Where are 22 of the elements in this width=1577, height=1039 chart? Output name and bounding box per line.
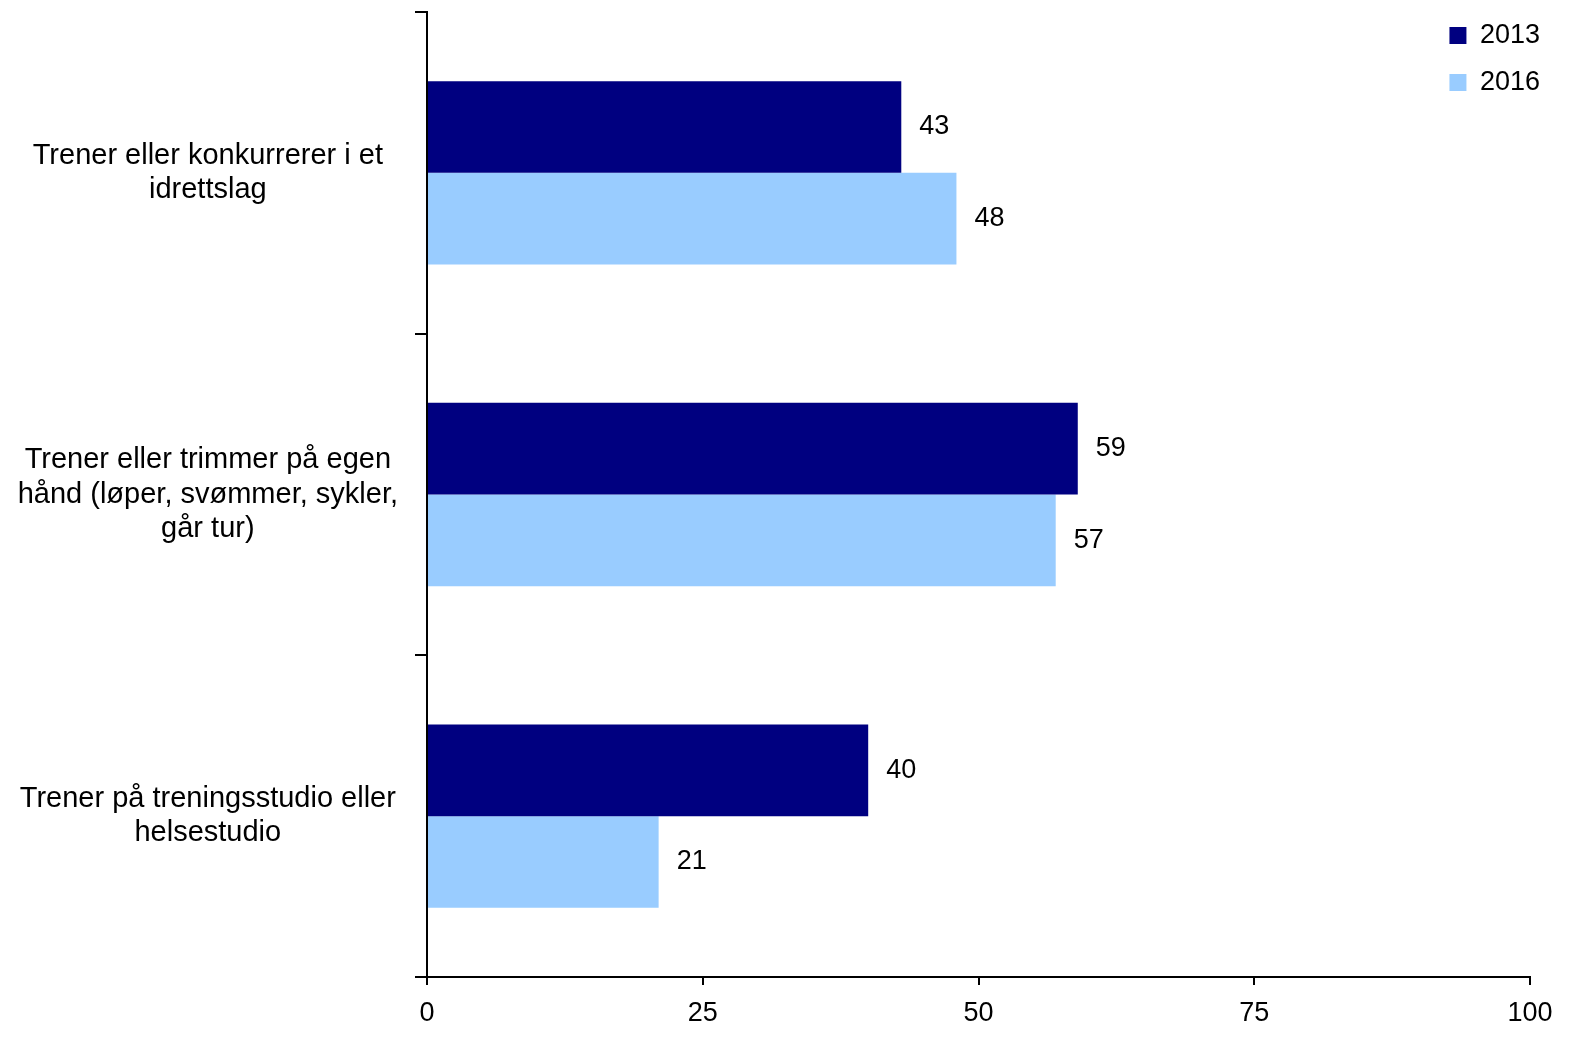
x-tick-label: 50 <box>963 996 994 1027</box>
legend-label: 2013 <box>1479 18 1541 49</box>
x-tick-label: 25 <box>687 996 718 1027</box>
data-label: 48 <box>974 202 1005 233</box>
bar <box>428 494 1056 587</box>
bar <box>428 81 902 173</box>
legend-label: 2016 <box>1479 65 1541 96</box>
y-tick-label: Trener eller konkurrerer i et idrettslag <box>32 137 383 204</box>
bar <box>428 402 1078 495</box>
x-tick-label: 0 <box>419 996 435 1027</box>
bar <box>428 816 659 908</box>
data-label: 21 <box>676 845 707 876</box>
data-label: 59 <box>1095 432 1126 463</box>
x-tick-label: 75 <box>1239 996 1270 1027</box>
y-tick-label: Trener på treningsstudio eller helsestudio <box>19 781 397 848</box>
bar <box>428 172 957 265</box>
y-tick-label: Trener eller trimmer på egen hånd (løper, svømmer, sykler, går tur) <box>17 442 398 543</box>
data-label: 57 <box>1073 523 1104 554</box>
data-label: 40 <box>886 753 917 784</box>
data-label: 43 <box>919 110 950 141</box>
x-tick-label: 100 <box>1507 996 1553 1027</box>
bar <box>428 724 869 817</box>
